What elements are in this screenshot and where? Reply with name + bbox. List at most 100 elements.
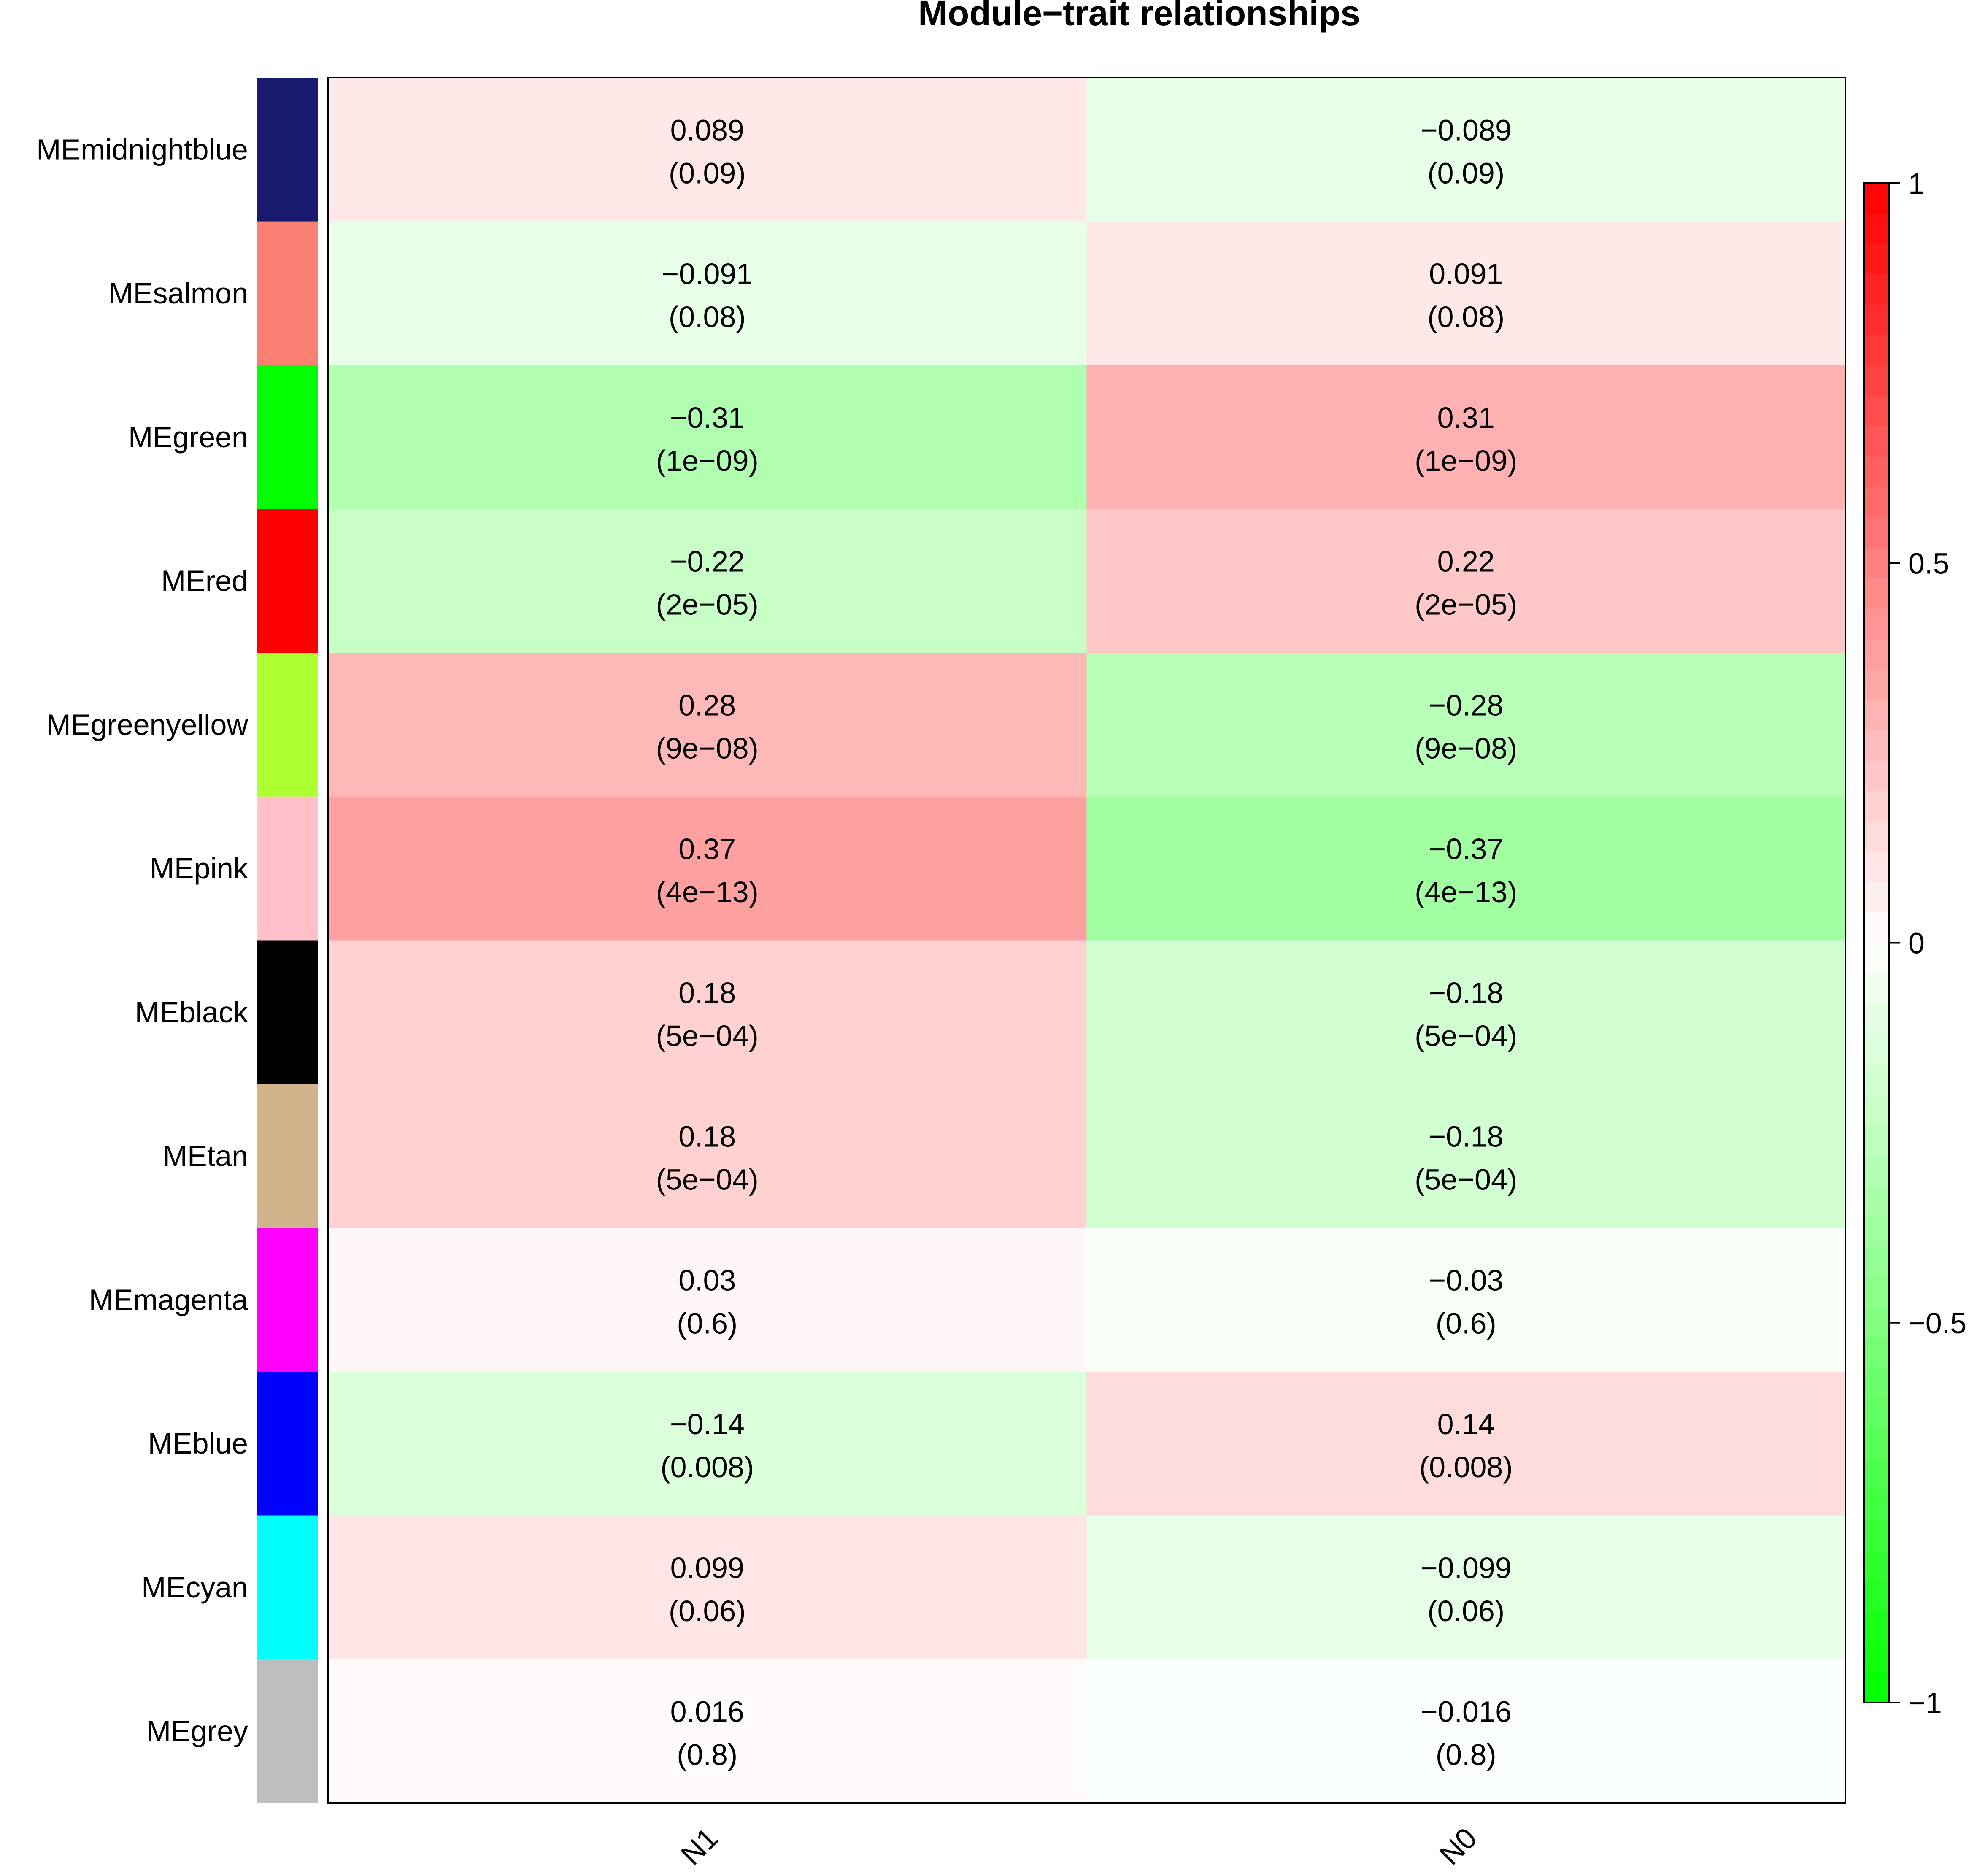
legend-color-step	[1864, 1277, 1889, 1308]
heatmap-cell-MEblue-N0	[1086, 1371, 1846, 1516]
row-label-MEsalmon: MEsalmon	[108, 277, 248, 310]
column-label-N1: N1	[674, 1821, 724, 1871]
cell-correlation-MEmagenta-N0: −0.03	[1429, 1264, 1503, 1297]
row-labels: MEmidnightblue MEsalmon MEgreen MEred MEgree…	[36, 133, 248, 1747]
row-label-MEgreenyellow: MEgreenyellow	[46, 708, 248, 741]
heatmap-cell-MEgreen-N0	[1086, 365, 1846, 509]
legend-color-step	[1864, 1095, 1889, 1126]
row-label-MEred: MEred	[161, 565, 248, 597]
legend-color-step	[1864, 457, 1889, 487]
legend-color-step	[1864, 335, 1889, 366]
heatmap-cell-MEblack-N0	[1086, 940, 1846, 1084]
legend-color-step	[1864, 365, 1889, 396]
legend-color-step	[1864, 1520, 1889, 1551]
module-swatch-MEblue	[257, 1371, 318, 1516]
cell-pvalue-MEblue-N1: (0.008)	[660, 1451, 754, 1484]
module-swatch-MEgrey	[257, 1659, 318, 1803]
cell-correlation-MEgreen-N1: −0.31	[670, 401, 745, 434]
row-label-MEpink: MEpink	[150, 852, 248, 885]
column-labels: N1 N0	[674, 1821, 1483, 1871]
legend-color-step	[1864, 426, 1889, 457]
cell-correlation-MEmidnightblue-N1: 0.089	[670, 114, 744, 146]
legend-color-step	[1864, 608, 1889, 639]
legend-color-step	[1864, 1489, 1889, 1521]
cell-correlation-MEblack-N1: 0.18	[678, 976, 736, 1009]
heatmap-cell-MEtan-N1	[328, 1084, 1087, 1228]
row-label-MEblue: MEblue	[148, 1427, 248, 1460]
cell-correlation-MEmidnightblue-N0: −0.089	[1421, 114, 1512, 146]
plot-border	[327, 77, 1846, 1804]
cell-correlation-MEblue-N1: −0.14	[670, 1408, 745, 1441]
heatmap-cell-MEblue-N1	[328, 1371, 1087, 1516]
cell-pvalue-MEblack-N0: (5e−04)	[1415, 1019, 1517, 1052]
row-label-MEgreen: MEgreen	[128, 421, 248, 454]
cell-pvalue-MEsalmon-N1: (0.08)	[669, 300, 746, 333]
row-label-MEgrey: MEgrey	[146, 1715, 248, 1748]
heatmap-cell-MEtan-N0	[1086, 1084, 1846, 1228]
cell-pvalue-MEsalmon-N0: (0.08)	[1427, 300, 1505, 333]
legend-color-step	[1864, 1155, 1889, 1187]
cell-correlation-MEgreenyellow-N1: 0.28	[678, 689, 736, 722]
legend-color-step	[1864, 791, 1889, 822]
color-scale-legend: 1 0.5 0 −0.5 −1	[1863, 167, 1966, 1719]
cell-pvalue-MEgreenyellow-N1: (9e−08)	[656, 732, 759, 765]
heatmap-cell-MEgrey-N1	[328, 1659, 1087, 1803]
cell-correlation-MEsalmon-N1: −0.091	[662, 257, 753, 290]
cell-pvalue-MEmidnightblue-N1: (0.09)	[669, 157, 746, 189]
legend-tick-label: −1	[1908, 1687, 1942, 1719]
legend-color-step	[1864, 548, 1889, 578]
legend-color-step	[1864, 760, 1889, 791]
cell-correlation-MEblue-N0: 0.14	[1437, 1408, 1495, 1441]
cell-pvalue-MEblack-N1: (5e−04)	[656, 1019, 759, 1052]
legend-tick-label: 1	[1908, 167, 1925, 200]
module-swatch-MEgreen	[257, 365, 318, 509]
cell-annotations: 0.089 (0.09) −0.089 (0.09) −0.091 (0.08) 0.091…	[656, 114, 1518, 1771]
legend-color-step	[1864, 578, 1889, 609]
cell-pvalue-MEcyan-N1: (0.06)	[669, 1595, 746, 1627]
cell-correlation-MEcyan-N1: 0.099	[670, 1551, 744, 1584]
heatmap-cell-MEgreenyellow-N1	[328, 653, 1087, 797]
legend-color-step	[1864, 1246, 1889, 1278]
legend-color-step	[1864, 639, 1889, 670]
heatmap-cell-MEgrey-N0	[1086, 1659, 1846, 1803]
heatmap-cell-MEgreenyellow-N0	[1086, 653, 1846, 797]
cell-correlation-MEtan-N0: −0.18	[1429, 1120, 1503, 1153]
legend-color-step	[1864, 1186, 1889, 1217]
cell-correlation-MEgreen-N0: 0.31	[1437, 401, 1495, 434]
cell-correlation-MEcyan-N0: −0.099	[1421, 1551, 1512, 1584]
legend-color-step	[1864, 1125, 1889, 1156]
row-label-MEblack: MEblack	[135, 996, 248, 1029]
module-swatch-MEblack	[257, 940, 318, 1084]
legend-color-step	[1864, 821, 1889, 852]
legend-color-step	[1864, 1003, 1889, 1035]
legend-color-step	[1864, 1398, 1889, 1430]
legend-color-step	[1864, 973, 1889, 1004]
row-label-MEmagenta: MEmagenta	[89, 1283, 248, 1316]
module-swatch-MEred	[257, 509, 318, 653]
heatmap-cell-MEgreen-N1	[328, 365, 1087, 509]
module-swatch-MEcyan	[257, 1515, 318, 1659]
heatmap-cells	[328, 78, 1846, 1803]
heatmap-cell-MEmagenta-N0	[1086, 1228, 1846, 1372]
legend-tick-label: 0	[1908, 927, 1925, 960]
heatmap-cell-MEmagenta-N1	[328, 1228, 1087, 1372]
legend-color-step	[1864, 730, 1889, 761]
legend-color-step	[1864, 517, 1889, 548]
legend-color-step	[1864, 1429, 1889, 1460]
legend-color-step	[1864, 943, 1889, 974]
cell-correlation-MEgrey-N1: 0.016	[670, 1695, 744, 1728]
module-swatch-MEtan	[257, 1084, 318, 1228]
legend-color-step	[1864, 669, 1889, 700]
cell-pvalue-MEmidnightblue-N0: (0.09)	[1427, 157, 1505, 189]
cell-correlation-MEgreenyellow-N0: −0.28	[1429, 689, 1503, 722]
legend-tick-label: 0.5	[1908, 547, 1949, 580]
heatmap-cell-MEmidnightblue-N1	[328, 78, 1087, 222]
module-swatch-MEsalmon	[257, 221, 318, 365]
heatmap-cell-MEpink-N0	[1086, 796, 1846, 941]
heatmap-cell-MEcyan-N0	[1086, 1515, 1846, 1659]
legend-color-step	[1864, 396, 1889, 427]
row-label-MEtan: MEtan	[163, 1140, 248, 1173]
legend-color-step	[1864, 1216, 1889, 1247]
column-label-N0: N0	[1433, 1821, 1483, 1871]
legend-color-step	[1864, 882, 1889, 913]
